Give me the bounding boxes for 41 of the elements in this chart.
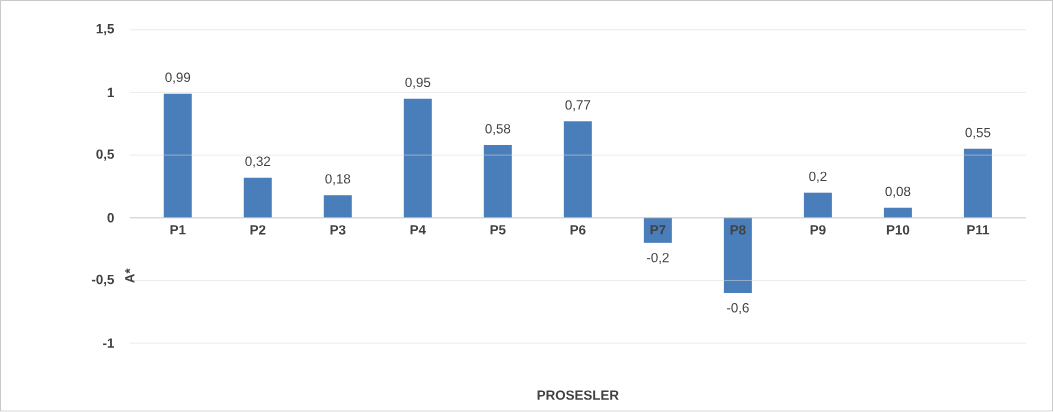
data-label: -0,6 xyxy=(726,303,749,315)
x-tick-label: P9 xyxy=(810,225,826,235)
bar xyxy=(643,217,672,244)
data-label: 0,55 xyxy=(965,127,991,140)
data-label: 0,18 xyxy=(325,174,351,186)
x-tick-label: P3 xyxy=(330,225,346,235)
x-tick-label: P11 xyxy=(967,225,990,235)
bar xyxy=(963,149,992,218)
y-tick-label: 1,5 xyxy=(96,24,115,36)
x-tick-label: P8 xyxy=(730,225,746,235)
y-tick-label: 1 xyxy=(107,88,115,98)
x-tick-label: P6 xyxy=(570,225,586,235)
y-axis-title: A* xyxy=(125,268,135,284)
data-label: 0,08 xyxy=(885,186,911,198)
x-tick-label: P10 xyxy=(886,225,910,235)
data-label: 0,77 xyxy=(565,100,591,112)
x-tick-label: P5 xyxy=(490,225,506,235)
bar xyxy=(163,93,192,218)
data-label: 0,32 xyxy=(245,156,271,168)
bar xyxy=(723,217,752,294)
bar xyxy=(803,192,832,218)
x-tick-label: P4 xyxy=(410,225,426,235)
data-label: 0,95 xyxy=(405,77,431,89)
bar xyxy=(243,177,272,218)
x-tick-label: P2 xyxy=(250,225,266,235)
x-axis-title: PROSESLER xyxy=(537,390,619,401)
data-label: 0,58 xyxy=(485,124,511,136)
y-tick-label: 0,5 xyxy=(96,149,115,162)
y-tick-label: -1 xyxy=(103,338,115,348)
data-label: -0,2 xyxy=(646,253,669,265)
bar xyxy=(483,145,512,218)
x-tick-label: P7 xyxy=(650,225,666,235)
bar xyxy=(883,207,912,218)
bar xyxy=(403,98,432,218)
bar xyxy=(563,121,592,218)
data-label: 0,99 xyxy=(165,72,191,84)
y-tick-label: -0,5 xyxy=(91,274,115,287)
bar xyxy=(323,195,352,218)
x-tick-label: P1 xyxy=(170,225,186,235)
y-tick-label: 0 xyxy=(107,213,114,223)
data-label: 0,2 xyxy=(809,171,827,183)
